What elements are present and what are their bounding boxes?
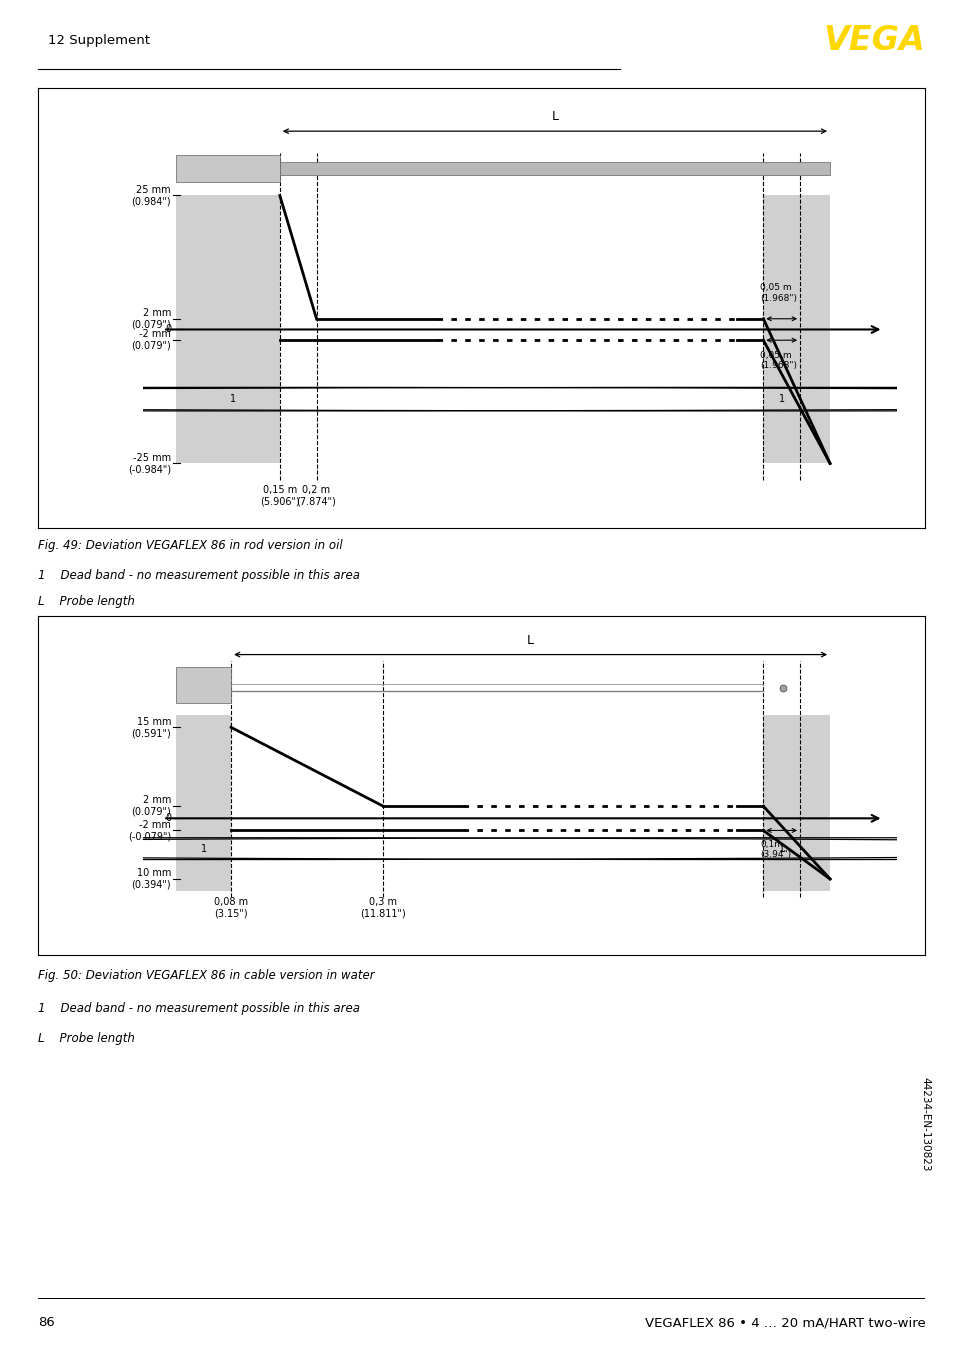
Text: Fig. 49: Deviation VEGAFLEX 86 in rod version in oil: Fig. 49: Deviation VEGAFLEX 86 in rod ve… [38, 539, 342, 552]
Text: 1: 1 [778, 844, 784, 853]
Text: 44234-EN-130823: 44234-EN-130823 [920, 1076, 929, 1171]
Bar [762, 715, 829, 891]
Text: -2 mm
(0.079"): -2 mm (0.079") [132, 329, 171, 351]
Text: VEGAFLEX 86 • 4 … 20 mA/HART two-wire: VEGAFLEX 86 • 4 … 20 mA/HART two-wire [644, 1316, 924, 1330]
Text: 2 mm
(0.079"): 2 mm (0.079") [132, 795, 171, 816]
Text: L    Probe length: L Probe length [38, 596, 135, 608]
Text: 0,3 m
(11.811"): 0,3 m (11.811") [360, 898, 406, 919]
Text: 15 mm
(0.591"): 15 mm (0.591") [132, 716, 171, 738]
Bar [176, 195, 279, 463]
Bar [279, 162, 829, 175]
Text: 0: 0 [165, 814, 171, 823]
Bar [176, 156, 279, 181]
Bar [176, 666, 231, 703]
Text: 1    Dead band - no measurement possible in this area: 1 Dead band - no measurement possible in… [38, 569, 360, 582]
Text: -2 mm
(-0.079"): -2 mm (-0.079") [128, 819, 171, 841]
Text: L: L [551, 110, 558, 123]
Text: 1    Dead band - no measurement possible in this area: 1 Dead band - no measurement possible in… [38, 1002, 360, 1016]
Text: 1: 1 [200, 844, 207, 853]
Text: 12 Supplement: 12 Supplement [48, 34, 150, 47]
Text: 0,2 m
(7.874"): 0,2 m (7.874") [296, 485, 336, 506]
Text: Fig. 50: Deviation VEGAFLEX 86 in cable version in water: Fig. 50: Deviation VEGAFLEX 86 in cable … [38, 969, 375, 982]
Text: 86: 86 [38, 1316, 55, 1330]
Text: 1: 1 [778, 394, 784, 403]
Text: -25 mm
(-0.984"): -25 mm (-0.984") [128, 452, 171, 474]
Text: 1: 1 [230, 394, 236, 403]
Text: 0,08 m
(3.15"): 0,08 m (3.15") [213, 898, 248, 919]
Bar [176, 715, 231, 891]
Text: 0,15 m
(5.906"): 0,15 m (5.906") [259, 485, 299, 506]
Text: 10 mm
(0.394"): 10 mm (0.394") [132, 868, 171, 890]
Text: 0,05 m
(1.968"): 0,05 m (1.968") [760, 351, 796, 370]
Text: VEGA: VEGA [822, 24, 924, 57]
Text: 25 mm
(0.984"): 25 mm (0.984") [132, 184, 171, 206]
Text: 2 mm
(0.079"): 2 mm (0.079") [132, 307, 171, 329]
Bar [762, 195, 829, 463]
Text: L    Probe length: L Probe length [38, 1032, 135, 1045]
Text: L: L [527, 634, 534, 647]
Text: 0,1m
(3.94"): 0,1m (3.94") [760, 839, 790, 858]
Text: 0: 0 [165, 325, 171, 334]
Text: 0,05 m
(1.968"): 0,05 m (1.968") [760, 283, 796, 303]
